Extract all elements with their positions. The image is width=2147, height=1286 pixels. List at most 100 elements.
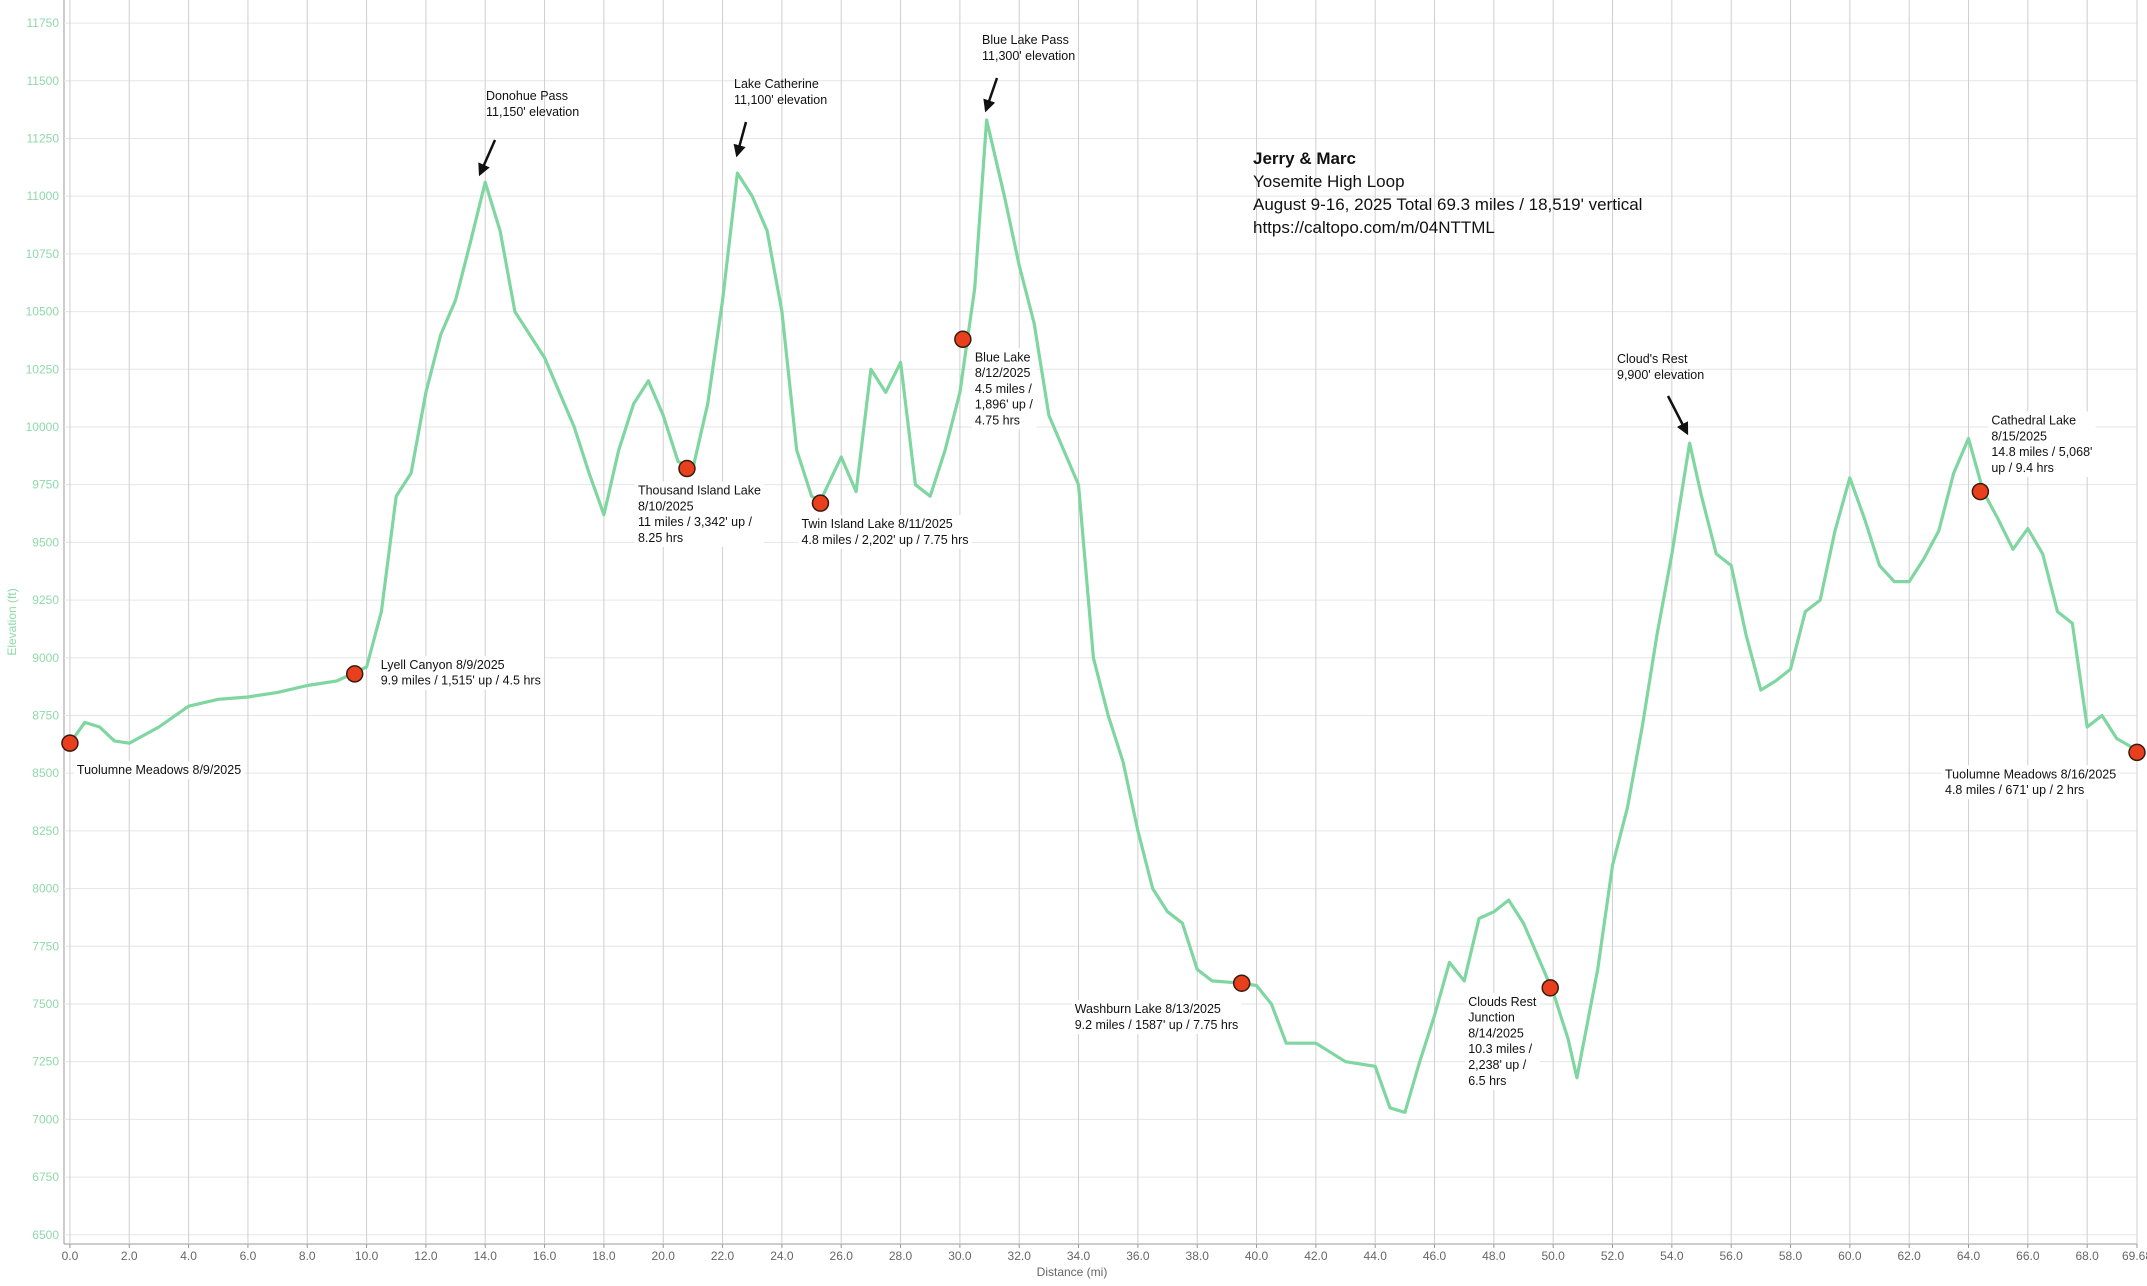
y-tick-label: 10250	[26, 362, 60, 376]
x-tick-label: 18.0	[592, 1249, 616, 1263]
x-tick-label: 66.0	[2016, 1249, 2040, 1263]
y-tick-label: 9500	[32, 535, 59, 549]
x-tick-label: 36.0	[1126, 1249, 1150, 1263]
annotation-text: 11,300' elevation	[982, 49, 1075, 63]
y-tick-label: 8500	[32, 766, 59, 780]
label-background	[73, 761, 245, 780]
x-tick-label: 16.0	[533, 1249, 557, 1263]
x-tick-label: 56.0	[1720, 1249, 1744, 1263]
x-tick-label: 48.0	[1482, 1249, 1506, 1263]
stop-label-text: 8/14/2025	[1468, 1026, 1524, 1040]
annotation-text: Blue Lake Pass	[982, 33, 1069, 47]
stop-marker	[61, 734, 79, 752]
y-tick-label: 11500	[27, 74, 60, 88]
stop-label-text: 9.9 miles / 1,515' up / 4.5 hrs	[381, 674, 541, 688]
stop-marker	[954, 330, 972, 349]
x-tick-label: 4.0	[180, 1249, 197, 1263]
x-tick-label: 69.68	[2122, 1249, 2147, 1263]
stop-label-text: Washburn Lake 8/13/2025	[1075, 1002, 1221, 1016]
stop-label-text: Lyell Canyon 8/9/2025	[381, 658, 505, 672]
stop-label-text: Twin Island Lake 8/11/2025	[801, 517, 952, 531]
annotation-arrow	[1666, 395, 1689, 436]
stop-label-text: 4.8 miles / 671' up / 2 hrs	[1945, 783, 2084, 797]
y-tick-label: 7000	[32, 1112, 59, 1126]
y-tick-label: 10000	[26, 420, 60, 434]
x-tick-label: 26.0	[830, 1249, 854, 1263]
info-text: https://caltopo.com/m/04NTTML	[1253, 218, 1495, 237]
annotation-arrow	[478, 139, 497, 177]
x-tick-label: 30.0	[948, 1249, 972, 1263]
stop-label-text: Tuolumne Meadows 8/9/2025	[77, 763, 241, 777]
annotation-text: 11,150' elevation	[486, 105, 579, 119]
stop-label-text: 9.2 miles / 1587' up / 7.75 hrs	[1075, 1018, 1239, 1032]
x-tick-label: 6.0	[240, 1249, 257, 1263]
x-tick-label: 2.0	[121, 1249, 138, 1263]
stop-label-text: Thousand Island Lake	[638, 484, 761, 498]
y-tick-label: 10500	[26, 305, 60, 319]
grid	[63, 0, 2138, 1248]
x-tick-label: 34.0	[1067, 1249, 1091, 1263]
stop-label: Tuolumne Meadows 8/16/2025 4.8 miles / 67…	[1942, 765, 2120, 800]
stop-label: Lyell Canyon 8/9/2025 9.9 miles / 1,515' …	[377, 655, 544, 690]
stop-label-text: Cathedral Lake	[1991, 414, 2076, 428]
info-text: Jerry & Marc	[1253, 149, 1356, 168]
y-tick-label: 9000	[32, 651, 59, 665]
y-tick-label: 9250	[32, 593, 59, 607]
stop-label-text: 6.5 hrs	[1468, 1074, 1506, 1088]
x-tick-label: 60.0	[1838, 1249, 1862, 1263]
stop-label-text: 14.8 miles / 5,068'	[1991, 445, 2092, 459]
y-axis-label: Elevation (ft)	[5, 588, 19, 655]
label-background	[634, 481, 765, 547]
info-text: Yosemite High Loop	[1253, 172, 1405, 191]
label-background	[1988, 411, 2096, 477]
x-tick-label: 50.0	[1542, 1249, 1566, 1263]
stop-label-text: 4.8 miles / 2,202' up / 7.75 hrs	[801, 533, 968, 547]
plot: Tuolumne Meadows 8/9/2025 Lyell Canyon 8/…	[61, 33, 2146, 1114]
stop-label-text: 1,896' up /	[975, 398, 1034, 412]
x-tick-label: 12.0	[414, 1249, 438, 1263]
info-text: August 9-16, 2025 Total 69.3 miles / 18,…	[1253, 195, 1642, 214]
y-tick-label: 6500	[32, 1228, 59, 1242]
label-background	[1465, 992, 1540, 1090]
stop-label-text: Tuolumne Meadows 8/16/2025	[1945, 767, 2116, 781]
annotation-text: 9,900' elevation	[1617, 368, 1704, 382]
x-tick-label: 42.0	[1304, 1249, 1328, 1263]
stop-marker	[1541, 979, 1559, 997]
x-tick-label: 22.0	[711, 1249, 735, 1263]
annotation-text: Cloud's Rest	[1617, 352, 1688, 366]
elevation-line	[68, 118, 2138, 1114]
x-tick-label: 0.0	[62, 1249, 79, 1263]
stop-label-text: 4.5 miles /	[975, 382, 1032, 396]
y-tick-label: 6750	[32, 1170, 59, 1184]
y-tick-label: 11250	[27, 131, 60, 145]
stop-label-text: Junction	[1468, 1011, 1515, 1025]
stop-marker	[678, 459, 696, 478]
stop-label-text: 4.75 hrs	[975, 413, 1020, 427]
stop-label-text: 8/15/2025	[1991, 429, 2047, 443]
stop-label-text: up / 9.4 hrs	[1991, 461, 2054, 475]
x-tick-label: 10.0	[355, 1249, 379, 1263]
x-tick-label: 52.0	[1601, 1249, 1625, 1263]
x-tick-label: 68.0	[2075, 1249, 2099, 1263]
y-tick-label: 8000	[32, 882, 59, 896]
x-tick-label: 54.0	[1660, 1249, 1684, 1263]
stop-label-text: 11 miles / 3,342' up /	[638, 515, 753, 529]
stop-label-text: 2,238' up /	[1468, 1058, 1527, 1072]
stop-marker	[1232, 974, 1251, 992]
x-tick-label: 46.0	[1423, 1249, 1447, 1263]
label-background	[1942, 765, 2120, 800]
y-tick-label: 7500	[32, 997, 59, 1011]
label-background	[971, 348, 1037, 430]
x-tick-label: 40.0	[1245, 1249, 1269, 1263]
annotation-text: 11,100' elevation	[734, 93, 827, 107]
stop-label-text: 8/12/2025	[975, 366, 1031, 380]
stop-label-text: 10.3 miles /	[1468, 1042, 1532, 1056]
x-tick-label: 28.0	[889, 1249, 913, 1263]
stop-label-text: Clouds Rest	[1468, 995, 1537, 1009]
y-tick-label: 11750	[27, 16, 60, 30]
x-tick-label: 32.0	[1008, 1249, 1032, 1263]
stop-marker	[345, 665, 364, 683]
